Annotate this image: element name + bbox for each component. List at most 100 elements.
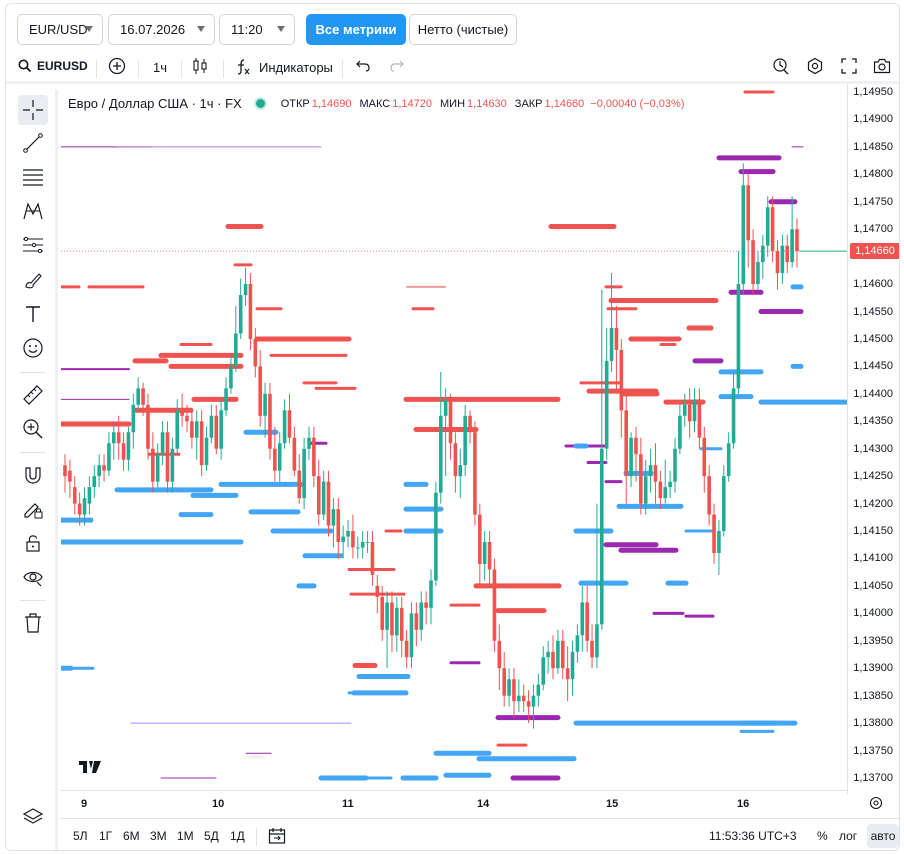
compare-button[interactable]: [108, 57, 126, 75]
price-tick-label: 1,14500: [853, 332, 893, 345]
chevron-down-icon: [277, 26, 285, 32]
candle-body: [502, 668, 506, 696]
candle-body: [443, 399, 448, 416]
go-to-date-button[interactable]: [268, 827, 286, 850]
chart-type-button[interactable]: [192, 57, 208, 75]
crosshair-tool[interactable]: [18, 95, 48, 125]
scale-settings-button[interactable]: [869, 796, 883, 815]
candle-body: [238, 295, 243, 334]
candle-body: [194, 421, 199, 438]
tradingview-logo-bg: [75, 751, 105, 781]
function-icon: [237, 59, 250, 75]
candle-body: [487, 542, 492, 570]
candles-icon: [193, 58, 207, 74]
time-tick-label: 11: [342, 798, 354, 810]
chart-settings-button[interactable]: [806, 57, 824, 75]
candle-body: [795, 229, 799, 252]
range-1m[interactable]: 1М: [177, 829, 194, 843]
price-tick-label: 1,13750: [853, 744, 893, 757]
zoom-icon: [23, 419, 43, 439]
candle-body: [112, 432, 116, 444]
interval-button[interactable]: 1ч: [153, 60, 168, 75]
pattern-tool[interactable]: [18, 196, 48, 226]
candle-body: [341, 536, 345, 543]
trendline-tool[interactable]: [18, 128, 48, 158]
plus-circle-icon: [108, 57, 126, 75]
undo-icon: [356, 60, 370, 72]
price-tick-label: 1,14550: [853, 305, 893, 318]
indicators-button[interactable]: Индикаторы: [235, 58, 333, 76]
lock-all-tool[interactable]: [18, 528, 48, 558]
candle-body: [82, 498, 87, 515]
candle-body: [634, 437, 638, 455]
trash-icon: [25, 613, 41, 633]
price-tick-label: 1,14850: [853, 140, 893, 153]
screenshot-button[interactable]: [873, 58, 891, 74]
candle-body: [692, 399, 697, 422]
brush-tool[interactable]: [18, 265, 48, 295]
text-tool[interactable]: [18, 299, 48, 329]
symbol-label: EURUSD: [37, 59, 88, 73]
alert-button[interactable]: [772, 57, 790, 75]
time-tick-label: 9: [81, 798, 88, 810]
candle-body: [648, 465, 653, 477]
candle-body: [585, 602, 589, 641]
horizontal-lines-tool[interactable]: [18, 162, 48, 192]
time-tick-label: 16: [737, 798, 750, 810]
object-tree-button[interactable]: [18, 802, 48, 832]
lock-drawing-tool[interactable]: [18, 494, 48, 524]
candle-body: [180, 410, 184, 416]
fullscreen-button[interactable]: [841, 58, 857, 74]
candle-body: [682, 404, 687, 416]
time-scale[interactable]: 9 10 11 14 15 16: [61, 790, 883, 816]
redo-button[interactable]: [389, 59, 405, 73]
symbol-search[interactable]: EURUSD: [18, 59, 88, 73]
range-5y[interactable]: 5Л: [73, 829, 88, 843]
emoji-tool[interactable]: [18, 333, 48, 363]
range-1y[interactable]: 1Г: [99, 829, 113, 843]
candle-body: [346, 531, 350, 537]
candle-body: [409, 613, 414, 658]
clock: 11:53:36 UTC+3: [709, 829, 797, 843]
candle-body: [87, 487, 92, 504]
ruler-tool[interactable]: [18, 380, 48, 410]
auto-toggle[interactable]: авто: [867, 824, 899, 848]
zoom-tool[interactable]: [18, 414, 48, 444]
candle-body: [629, 437, 633, 477]
undo-button[interactable]: [355, 59, 371, 73]
candle-body: [658, 481, 663, 499]
range-1d[interactable]: 1Д: [230, 829, 245, 843]
legend-low-value: 1,14630: [467, 97, 507, 110]
hide-tool[interactable]: [18, 562, 48, 592]
candle-body: [526, 701, 531, 707]
magnet-tool[interactable]: [18, 460, 48, 490]
log-toggle[interactable]: лог: [839, 829, 858, 843]
text-icon: [26, 306, 40, 322]
market-status-icon: [255, 99, 265, 108]
all-metrics-button[interactable]: Все метрики: [306, 14, 406, 45]
time-select[interactable]: 11:20: [219, 14, 295, 45]
price-tick-label: 1,14300: [853, 442, 893, 455]
symbol-select[interactable]: EUR/USD: [17, 14, 103, 45]
candle-body: [229, 366, 233, 389]
net-button[interactable]: Нетто (чистые): [409, 14, 517, 45]
price-scale[interactable]: 1,14660 1,14950 1,14900 1,14850 1,14800 1,14…: [847, 84, 899, 794]
date-range-icon: [268, 828, 286, 844]
fib-icon: [23, 236, 43, 254]
candle-body: [453, 443, 458, 477]
candle-body: [780, 245, 785, 274]
candle-body: [604, 360, 609, 449]
candle-body: [273, 448, 277, 471]
candle-body: [297, 470, 302, 499]
range-6m[interactable]: 6М: [123, 829, 140, 843]
price-tick-label: 1,13850: [853, 689, 893, 702]
candle-body: [619, 349, 624, 411]
date-select[interactable]: 16.07.2026: [108, 14, 215, 45]
range-5d[interactable]: 5Д: [204, 829, 219, 843]
price-tick-label: 1,14600: [853, 278, 893, 291]
range-3m[interactable]: 3М: [150, 829, 167, 843]
fib-tool[interactable]: [18, 230, 48, 260]
remove-drawings-tool[interactable]: [18, 608, 48, 638]
percent-toggle[interactable]: %: [817, 829, 828, 843]
price-chart[interactable]: [61, 84, 847, 790]
